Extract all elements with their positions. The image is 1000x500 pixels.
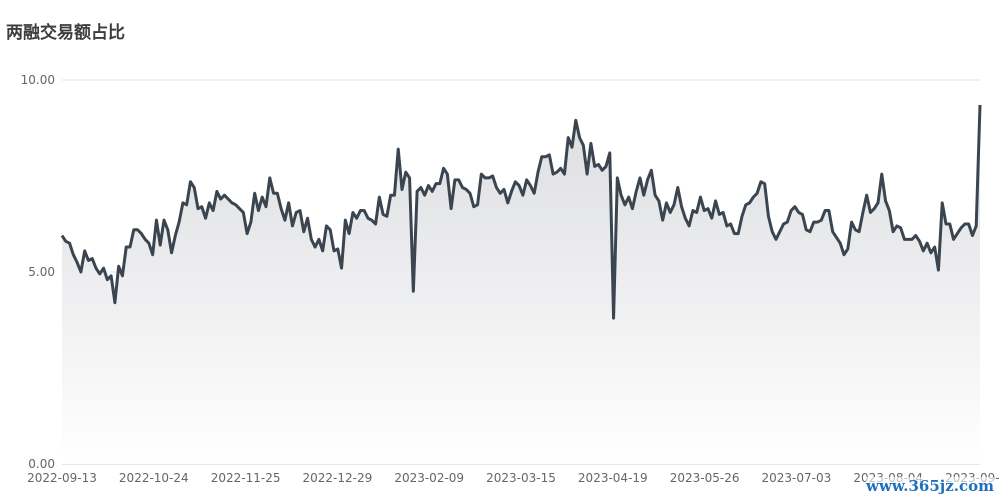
x-tick-label: 2023-03-15 xyxy=(486,471,556,485)
x-tick-label: 2022-12-29 xyxy=(303,471,373,485)
x-axis-ticks: 2022-09-13 2022-10-24 2022-11-25 2022-12-29… xyxy=(27,471,1000,485)
watermark: www.365jz.com xyxy=(866,477,994,495)
x-tick-label: 2023-02-09 xyxy=(394,471,464,485)
y-tick-label: 5.00 xyxy=(28,265,55,279)
series-line xyxy=(60,104,982,320)
x-tick-label: 2022-11-25 xyxy=(211,471,281,485)
y-axis-ticks: 0.00 5.00 10.00 xyxy=(21,73,55,471)
series-area xyxy=(62,104,980,465)
x-tick-label: 2023-05-26 xyxy=(670,471,740,485)
x-tick-label: 2023-04-19 xyxy=(578,471,648,485)
x-tick-label: 2022-09-13 xyxy=(27,471,97,485)
y-tick-label: 10.00 xyxy=(21,73,55,87)
chart-title: 两融交易额占比 xyxy=(6,23,125,43)
y-tick-label: 0.00 xyxy=(28,457,55,471)
x-tick-label: 2023-07-03 xyxy=(762,471,832,485)
x-tick-label: 2022-10-24 xyxy=(119,471,189,485)
